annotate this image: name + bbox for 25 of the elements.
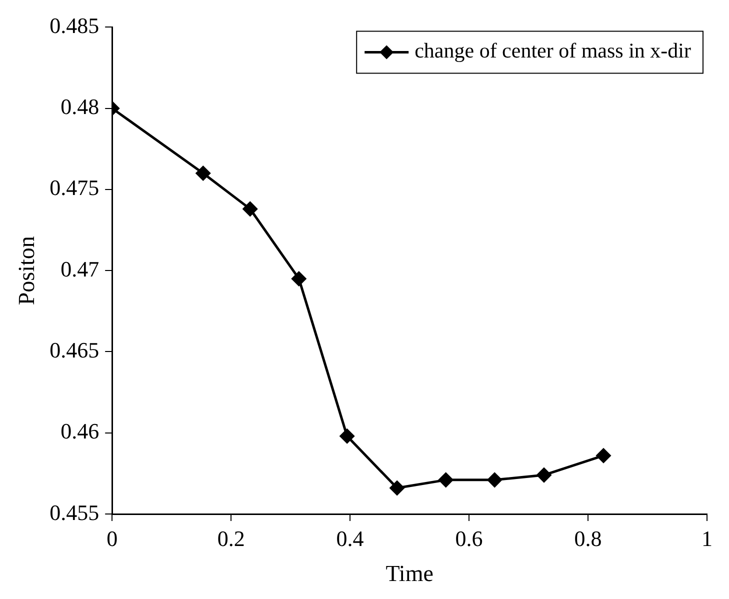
point [340,428,354,444]
point [196,166,210,180]
y-tick-label: 0.455 [50,500,100,525]
x-tick-label: 0.2 [217,526,245,551]
point [487,472,502,488]
point [536,468,552,482]
x-axis-title: Time [386,561,434,586]
legend-label: change of center of mass in x-dir [414,38,692,63]
x-tick-label: 1 [702,526,712,551]
x-tick-label: 0.8 [574,526,602,551]
x-tick-label: 0 [106,526,118,551]
point [438,472,454,488]
point [242,202,258,216]
y-tick-label: 0.46 [60,418,100,444]
x-tick-label: 0.4 [336,526,364,551]
y-tick-label: 0.48 [60,94,100,120]
y-axis-title: Positon [14,236,39,306]
point [390,480,404,496]
y-tick-label: 0.465 [50,338,100,363]
point [596,448,611,463]
y-tick-label: 0.485 [50,12,100,38]
x-tick-label: 0.6 [455,526,483,551]
y-tick-label: 0.47 [60,256,100,282]
y-tick-label: 0.475 [50,175,100,200]
point [292,271,306,286]
